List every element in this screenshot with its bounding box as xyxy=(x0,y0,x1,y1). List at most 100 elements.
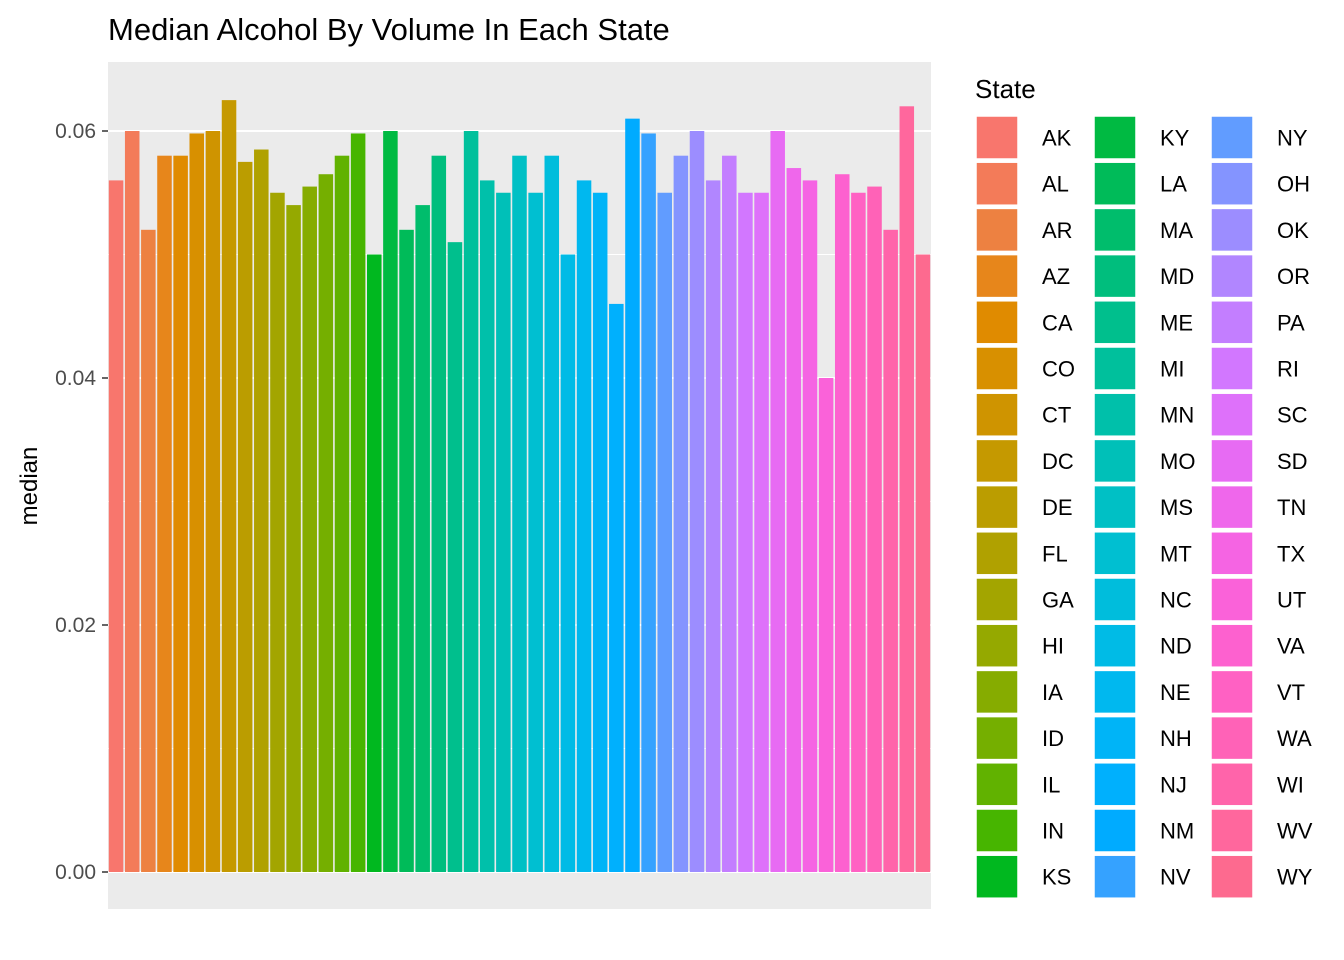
legend-label-il: IL xyxy=(1042,772,1060,797)
bar-nd xyxy=(560,254,576,872)
legend-key-co xyxy=(975,346,1019,391)
legend-label-hi: HI xyxy=(1042,634,1064,659)
bar-md xyxy=(431,155,447,872)
bar-ne xyxy=(576,180,592,872)
legend-label-ia: IA xyxy=(1042,680,1063,705)
bar-in xyxy=(350,133,366,873)
legend-key-nd xyxy=(1093,623,1137,668)
bar-nm xyxy=(625,118,640,872)
legend-label-nm: NM xyxy=(1160,819,1194,844)
bar-ia xyxy=(302,186,317,872)
legend-key-ca xyxy=(975,300,1019,345)
legend-label-ma: MA xyxy=(1160,218,1193,243)
legend-key-hi xyxy=(975,623,1019,668)
bar-la xyxy=(399,229,414,873)
bar-me xyxy=(447,242,463,872)
legend-key-nj xyxy=(1093,762,1137,807)
legend-key-ak xyxy=(975,115,1019,160)
legend-key-me xyxy=(1093,300,1137,345)
legend-key-ne xyxy=(1093,669,1137,715)
legend-label-la: LA xyxy=(1160,172,1187,197)
bar-va xyxy=(834,174,850,873)
legend-key-nm xyxy=(1093,808,1137,853)
bar-co xyxy=(189,133,205,873)
legend-label-nd: ND xyxy=(1160,634,1192,659)
y-axis: 0.00 0.02 0.04 0.06 xyxy=(55,120,108,884)
legend-label-ks: KS xyxy=(1042,865,1071,890)
legend-key-nv xyxy=(1093,854,1137,899)
legend-label-sd: SD xyxy=(1277,449,1308,474)
legend-label-al: AL xyxy=(1042,172,1069,197)
bar-ct xyxy=(205,131,221,872)
legend-label-ky: KY xyxy=(1160,126,1190,151)
bar-il xyxy=(334,155,350,872)
legend-key-ny xyxy=(1210,115,1254,160)
legend-key-mt xyxy=(1093,531,1137,576)
bar-fl xyxy=(254,149,269,872)
legend-key-ct xyxy=(975,392,1019,437)
bar-al xyxy=(124,131,140,872)
legend-label-nj: NJ xyxy=(1160,772,1187,797)
y-axis-label: median xyxy=(16,447,43,526)
y-tick-label: 0.06 xyxy=(55,120,96,143)
y-tick-label: 0.04 xyxy=(55,367,96,390)
bar-wa xyxy=(867,186,882,872)
legend-label-ny: NY xyxy=(1277,126,1308,151)
bar-mt xyxy=(528,192,543,872)
bar-dc xyxy=(221,100,237,872)
bar-ok xyxy=(689,131,705,872)
legend-key-wa xyxy=(1210,715,1254,761)
legend-key-ks xyxy=(975,854,1019,899)
bar-hi xyxy=(286,205,301,873)
legend-key-md xyxy=(1093,253,1137,299)
legend-label-md: MD xyxy=(1160,264,1194,289)
bar-tn xyxy=(786,168,802,873)
legend-key-mi xyxy=(1093,346,1137,391)
legend-label-mt: MT xyxy=(1160,541,1192,566)
legend-label-co: CO xyxy=(1042,357,1075,382)
bar-mn xyxy=(479,180,495,872)
legend-key-tn xyxy=(1210,484,1254,530)
legend-label-vt: VT xyxy=(1277,680,1305,705)
bar-ga xyxy=(270,192,285,872)
legend-key-wi xyxy=(1210,762,1254,807)
bar-mo xyxy=(496,192,511,872)
legend-key-nh xyxy=(1093,715,1137,761)
legend-label-ut: UT xyxy=(1277,588,1306,613)
legend-key-ri xyxy=(1210,346,1254,391)
legend-key-va xyxy=(1210,623,1254,668)
bar-wv xyxy=(899,106,915,873)
legend-label-va: VA xyxy=(1277,634,1305,659)
legend-key-oh xyxy=(1210,161,1254,206)
legend-label-pa: PA xyxy=(1277,310,1305,335)
legend-label-in: IN xyxy=(1042,819,1064,844)
legend-label-me: ME xyxy=(1160,310,1193,335)
legend-label-nh: NH xyxy=(1160,726,1192,751)
bar-ut xyxy=(818,378,834,872)
bar-pa xyxy=(722,155,737,872)
bar-or xyxy=(705,180,721,872)
legend-label-ar: AR xyxy=(1042,218,1073,243)
legend-key-sc xyxy=(1210,392,1254,437)
legend-key-ms xyxy=(1093,484,1137,530)
bar-vt xyxy=(851,192,866,872)
legend-key-ok xyxy=(1210,207,1254,253)
bar-ny xyxy=(657,192,672,872)
legend-label-mo: MO xyxy=(1160,449,1195,474)
bar-id xyxy=(318,174,334,873)
legend-label-fl: FL xyxy=(1042,541,1068,566)
legend-key-de xyxy=(975,484,1019,530)
y-tick-label: 0.00 xyxy=(55,861,96,884)
legend-label-sc: SC xyxy=(1277,403,1308,428)
legend-key-fl xyxy=(975,531,1019,576)
legend-key-al xyxy=(975,161,1019,206)
legend-key-nc xyxy=(1093,577,1137,622)
legend-key-wy xyxy=(1210,854,1254,899)
legend-label-de: DE xyxy=(1042,495,1073,520)
bar-de xyxy=(237,161,253,872)
legend-label-az: AZ xyxy=(1042,264,1070,289)
legend-label-wi: WI xyxy=(1277,772,1304,797)
legend-key-ma xyxy=(1093,207,1137,253)
